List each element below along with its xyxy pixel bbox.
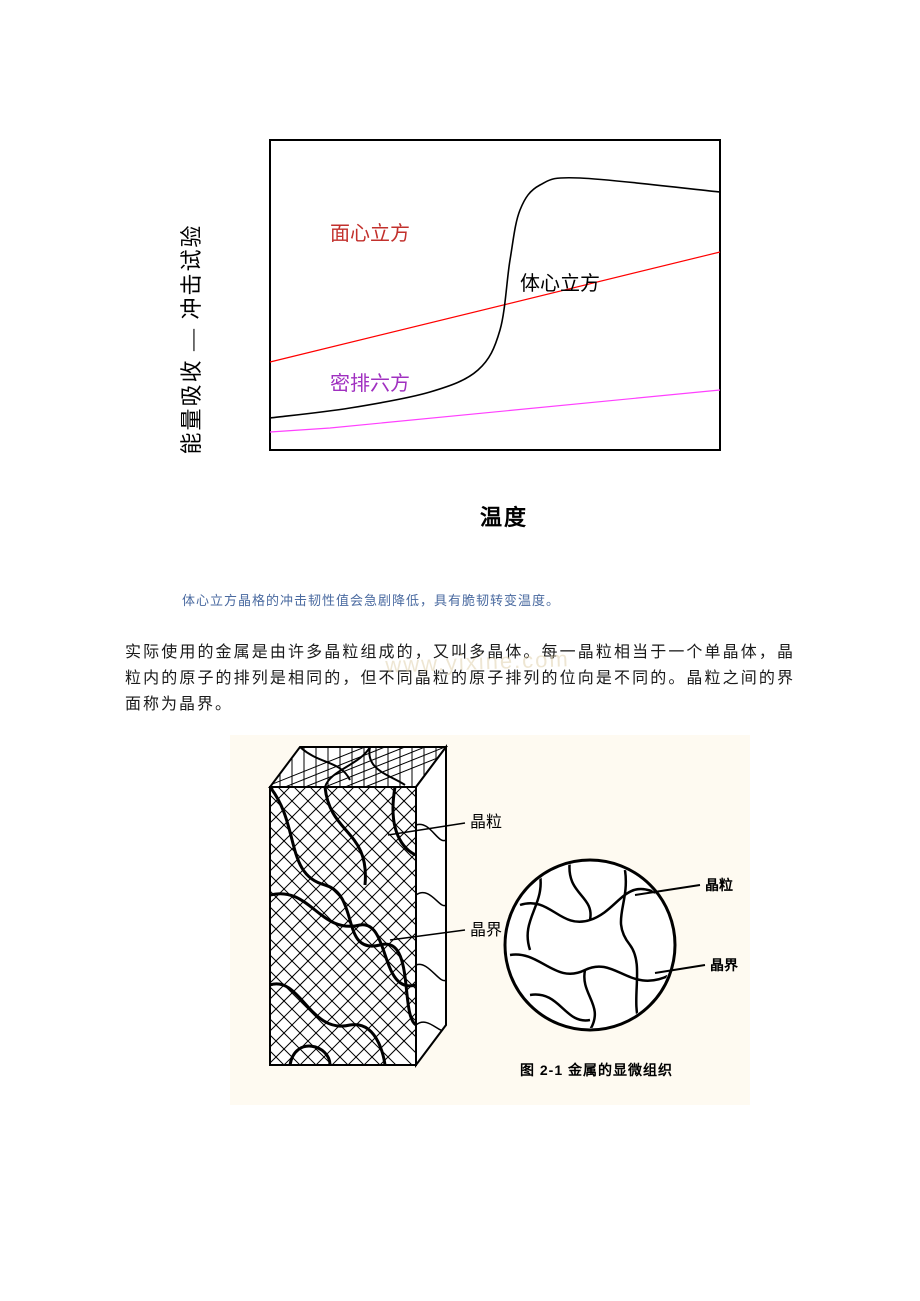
bcc-label: 体心立方 xyxy=(520,272,600,295)
page: 能量吸收 — 冲击试验 面心立方 体心立方 密排六方 温度 体心立方晶格的冲击韧… xyxy=(0,0,920,1301)
y-axis-label: 能量吸收 — 冲击试验 xyxy=(174,223,206,454)
impact-energy-chart: 能量吸收 — 冲击试验 面心立方 体心立方 密排六方 xyxy=(210,130,730,510)
hcp-curve xyxy=(270,390,720,432)
plot-border xyxy=(270,140,720,450)
circle-micro xyxy=(505,860,675,1030)
body-paragraph: 实际使用的金属是由许多晶粒组成的，又叫多晶体。每一晶粒相当于一个单晶体，晶粒内的… xyxy=(125,640,795,718)
cube-label-jinli: 晶粒 xyxy=(470,813,502,831)
figure-caption: 图 2-1 金属的显微组织 xyxy=(520,1062,673,1078)
circle-label-jinjie: 晶界 xyxy=(710,958,739,974)
hcp-label: 密排六方 xyxy=(330,372,410,395)
chart-svg: 面心立方 体心立方 密排六方 xyxy=(210,130,730,460)
diagram-svg: 晶粒 晶界 晶粒 xyxy=(230,735,750,1105)
x-axis-label: 温度 xyxy=(480,500,528,532)
cube-label-jinjie: 晶界 xyxy=(470,921,502,939)
microstructure-diagram: 晶粒 晶界 晶粒 xyxy=(230,735,750,1105)
cube-group xyxy=(230,735,490,1105)
fcc-label: 面心立方 xyxy=(330,222,410,245)
chart-caption: 体心立方晶格的冲击韧性值会急剧降低，具有脆韧转变温度。 xyxy=(182,590,560,609)
circle-label-jinli: 晶粒 xyxy=(705,877,733,894)
